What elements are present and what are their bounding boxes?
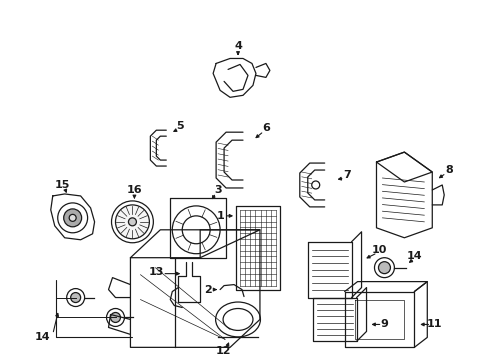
Text: 8: 8	[445, 165, 453, 175]
Text: 2: 2	[204, 284, 212, 294]
Ellipse shape	[69, 214, 76, 221]
Text: 6: 6	[262, 123, 270, 133]
Ellipse shape	[111, 312, 121, 323]
Text: 16: 16	[126, 185, 142, 195]
Text: 11: 11	[426, 319, 442, 329]
Ellipse shape	[378, 262, 391, 274]
Text: 5: 5	[176, 121, 184, 131]
Text: 14: 14	[35, 332, 50, 342]
Ellipse shape	[71, 293, 81, 302]
Text: 15: 15	[55, 180, 71, 190]
Text: 14: 14	[407, 251, 422, 261]
Text: 12: 12	[215, 346, 231, 356]
Ellipse shape	[64, 209, 82, 227]
Ellipse shape	[128, 218, 136, 226]
Text: 1: 1	[216, 211, 224, 221]
Text: 7: 7	[343, 170, 351, 180]
Text: 9: 9	[381, 319, 389, 329]
Text: 3: 3	[214, 185, 222, 195]
Text: 10: 10	[372, 245, 387, 255]
Text: 13: 13	[148, 267, 164, 276]
Ellipse shape	[116, 205, 149, 239]
Text: 4: 4	[234, 41, 242, 50]
